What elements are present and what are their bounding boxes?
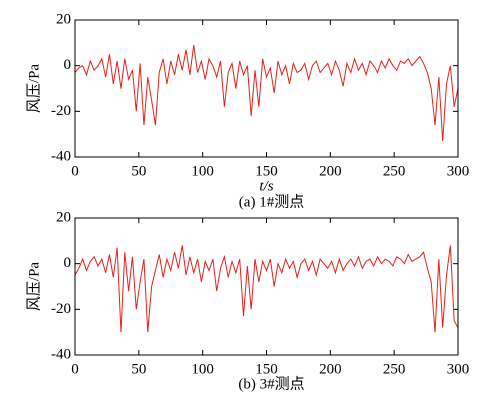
x-tick-label: 0 (71, 163, 79, 179)
plot-frame (74, 217, 459, 356)
x-tick-label: 50 (131, 163, 146, 179)
y-tick-label: -20 (51, 301, 71, 317)
x-tick-label: 300 (447, 163, 470, 179)
y-tick-label: 20 (56, 11, 71, 27)
x-tick-label: 150 (255, 361, 278, 377)
x-tick-label: 300 (447, 361, 470, 377)
y-tick-label: -40 (51, 346, 71, 362)
x-tick-label: 250 (383, 163, 406, 179)
y-axis-label: 风压/Pa (25, 64, 42, 114)
x-tick-label: 200 (319, 163, 342, 179)
x-tick-label: 100 (191, 163, 214, 179)
x-tick-label: 0 (71, 361, 79, 377)
y-tick-label: 0 (64, 255, 72, 271)
y-tick-label: 20 (56, 209, 71, 225)
data-line (74, 245, 459, 333)
y-tick-label: -40 (51, 148, 71, 164)
x-tick-label: 150 (255, 163, 278, 179)
x-tick-label: 250 (383, 361, 406, 377)
y-tick-label: 0 (64, 57, 72, 73)
plot-frame (74, 19, 459, 158)
x-tick-label: 100 (191, 361, 214, 377)
x-tick-label: 200 (319, 361, 342, 377)
y-tick-label: -20 (51, 103, 71, 119)
x-axis-label: t/s (259, 178, 273, 194)
caption: (b) 3#测点 (238, 375, 304, 392)
y-axis-label: 风压/Pa (25, 262, 42, 312)
x-tick-label: 50 (131, 361, 146, 377)
data-line (74, 45, 459, 142)
caption: (a) 1#测点 (239, 193, 304, 210)
